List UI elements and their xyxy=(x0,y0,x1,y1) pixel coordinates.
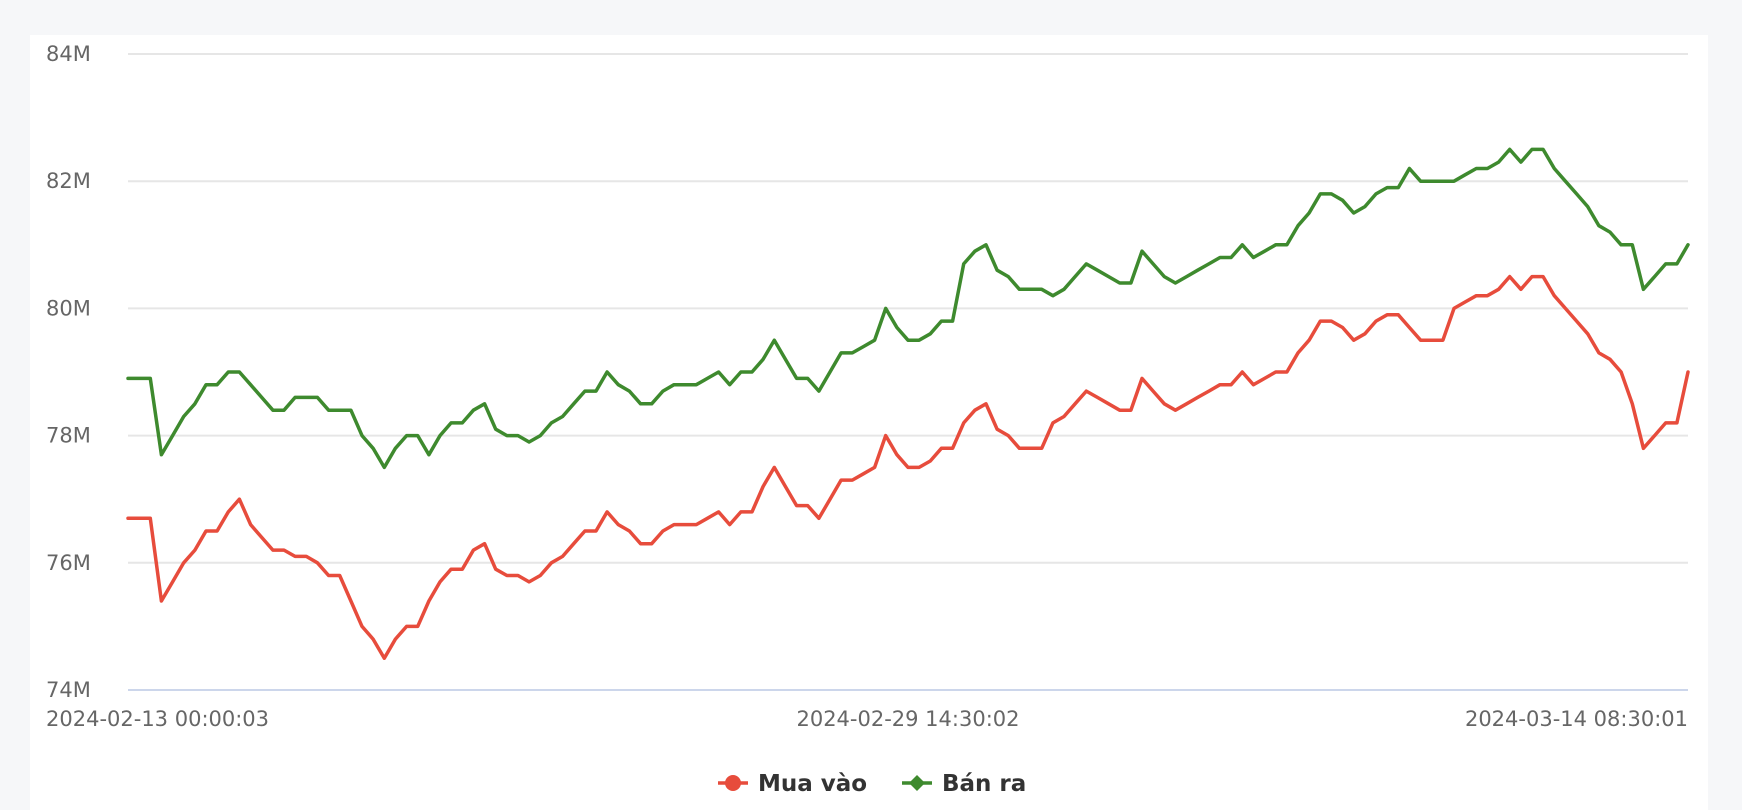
series-line-ban-ra[interactable] xyxy=(126,147,1690,470)
x-tick-label: 2024-02-13 00:00:03 xyxy=(46,707,269,731)
legend-label: Mua vào xyxy=(758,771,867,797)
y-tick-label: 82M xyxy=(46,169,91,193)
x-tick-label: 2024-03-14 08:30:01 xyxy=(1465,707,1688,731)
x-tick-label: 2024-02-29 14:30:02 xyxy=(796,707,1019,731)
y-tick-label: 80M xyxy=(46,296,91,320)
legend-diamond-marker xyxy=(909,775,925,791)
chart-card: 74M 76M 78M 80M 82M 84M 2024-02-13 00:00:03 202… xyxy=(30,35,1708,810)
legend-circle-marker xyxy=(725,775,741,791)
y-tick-label: 84M xyxy=(46,42,91,66)
series-line-mua-vao[interactable] xyxy=(126,274,1690,660)
y-tick-label: 74M xyxy=(46,678,91,702)
legend-label: Bán ra xyxy=(942,771,1026,797)
legend-item-ban-ra[interactable]: Bán ra xyxy=(902,771,1026,797)
legend-item-mua-vao[interactable]: Mua vào xyxy=(718,771,867,797)
line-chart: 74M 76M 78M 80M 82M 84M 2024-02-13 00:00:03 202… xyxy=(46,42,1690,797)
y-tick-label: 76M xyxy=(46,551,91,575)
y-tick-label: 78M xyxy=(46,424,91,448)
